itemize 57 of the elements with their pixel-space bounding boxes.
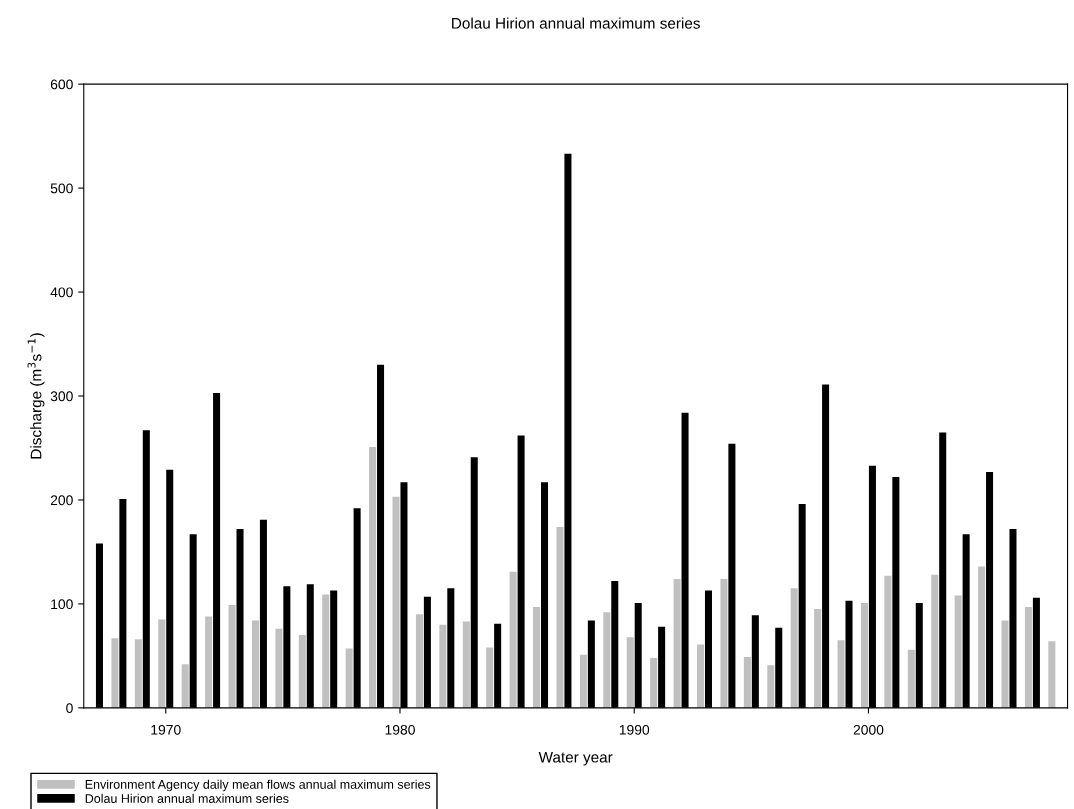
bar bbox=[439, 624, 447, 708]
bar bbox=[322, 594, 330, 708]
legend-label: Dolau Hirion annual maximum series bbox=[85, 793, 289, 803]
bar bbox=[462, 621, 470, 708]
y-tick-label: 400 bbox=[50, 287, 73, 298]
bar bbox=[134, 639, 142, 708]
bar bbox=[369, 446, 377, 708]
bar bbox=[697, 644, 705, 708]
x-tick-label: 1970 bbox=[151, 724, 181, 735]
x-tick-label: 2000 bbox=[853, 724, 884, 735]
y-tick-label: 600 bbox=[50, 79, 73, 90]
chart-title: Dolau Hirion annual maximum series bbox=[452, 17, 700, 29]
bar bbox=[860, 602, 868, 708]
bar bbox=[533, 607, 541, 708]
bar bbox=[743, 656, 751, 708]
y-tick-label: 0 bbox=[66, 703, 73, 714]
bar bbox=[158, 619, 166, 708]
x-tick-label: 1990 bbox=[619, 724, 650, 735]
bar bbox=[837, 640, 845, 708]
x-axis-title: Water year bbox=[538, 751, 613, 766]
bar bbox=[415, 614, 423, 708]
bar bbox=[298, 635, 306, 708]
bar bbox=[111, 638, 119, 708]
bar bbox=[205, 616, 213, 708]
y-axis-title: Discharge (m$^{3}$s$^{−1}$) bbox=[27, 333, 45, 459]
bar bbox=[931, 574, 939, 708]
bar bbox=[556, 526, 564, 708]
y-tick-label: 200 bbox=[50, 495, 73, 506]
bar bbox=[603, 612, 611, 708]
bar bbox=[907, 649, 915, 708]
bar bbox=[673, 578, 681, 708]
bar bbox=[1024, 607, 1032, 708]
bar bbox=[790, 588, 798, 708]
legend-label: Environment Agency daily mean flows annual maximum series bbox=[85, 779, 431, 792]
bar bbox=[275, 628, 283, 708]
bar bbox=[954, 595, 962, 708]
bar bbox=[978, 566, 986, 708]
bar bbox=[720, 578, 728, 708]
bar bbox=[486, 647, 494, 708]
bar bbox=[814, 609, 822, 708]
bar bbox=[1048, 641, 1056, 708]
bar bbox=[650, 657, 658, 708]
bar bbox=[228, 604, 236, 708]
bar bbox=[392, 496, 400, 708]
bar bbox=[345, 648, 353, 708]
bar bbox=[579, 654, 587, 708]
y-tick-label: 300 bbox=[50, 391, 73, 402]
bar bbox=[626, 637, 634, 708]
bar bbox=[251, 620, 259, 708]
y-tick-label: 100 bbox=[51, 599, 73, 610]
bar bbox=[767, 665, 775, 708]
bar bbox=[884, 575, 892, 708]
x-tick-label: 1980 bbox=[385, 724, 415, 735]
bar bbox=[181, 664, 189, 708]
y-tick-label: 500 bbox=[50, 183, 73, 194]
bar bbox=[509, 571, 517, 708]
bar bbox=[1001, 620, 1009, 708]
